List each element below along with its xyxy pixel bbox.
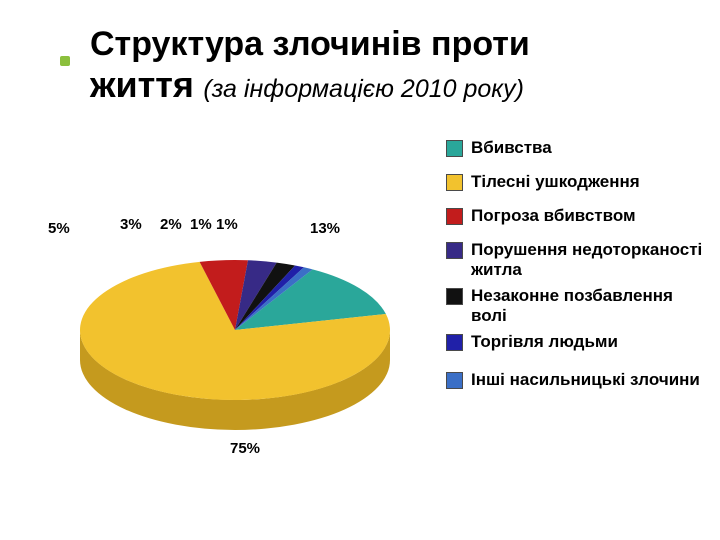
legend-label: Вбивства	[471, 138, 552, 158]
legend-label: Порушення недоторканості житла	[471, 240, 708, 280]
legend-label: Інші насильницькі злочини	[471, 370, 700, 390]
legend-item: Вбивства	[446, 138, 708, 158]
chart-legend: Вбивства Тілесні ушкодження Погроза вбивст…	[446, 138, 708, 404]
legend-label: Торгівля людьми	[471, 332, 618, 352]
pie-datalabel: 1%	[216, 216, 238, 233]
legend-label: Тілесні ушкодження	[471, 172, 640, 192]
legend-item: Незаконне позбавлення волі	[446, 286, 708, 326]
legend-swatch	[446, 288, 463, 305]
legend-swatch	[446, 140, 463, 157]
legend-swatch	[446, 174, 463, 191]
pie-datalabel: 1%	[190, 216, 212, 233]
legend-swatch	[446, 242, 463, 259]
pie-chart: 13% 75% 5% 3% 2% 1%1%	[20, 160, 450, 520]
pie-datalabel: 13%	[310, 220, 340, 237]
title-line1: Структура злочинів проти	[90, 25, 530, 63]
legend-item: Тілесні ушкодження	[446, 172, 708, 192]
title-line2-sub: (за інформацією 2010 року)	[203, 75, 524, 103]
pie-svg	[20, 160, 450, 520]
legend-swatch	[446, 208, 463, 225]
legend-swatch	[446, 372, 463, 389]
legend-label: Незаконне позбавлення волі	[471, 286, 708, 326]
legend-swatch	[446, 334, 463, 351]
slide-title: Структура злочинів проти життя (за інфор…	[90, 24, 650, 107]
pie-datalabel: 5%	[48, 220, 70, 237]
slide: Структура злочинів проти життя (за інфор…	[0, 0, 720, 540]
legend-item: Погроза вбивством	[446, 206, 708, 226]
legend-item: Інші насильницькі злочини	[446, 370, 708, 390]
title-bullet	[60, 56, 70, 66]
legend-item: Торгівля людьми	[446, 332, 708, 352]
pie-datalabel: 75%	[230, 440, 260, 457]
legend-item: Порушення недоторканості житла	[446, 240, 708, 280]
title-line2-strong: життя	[90, 64, 194, 105]
legend-label: Погроза вбивством	[471, 206, 636, 226]
pie-datalabel: 3%	[120, 216, 142, 233]
pie-datalabel: 2%	[160, 216, 182, 233]
